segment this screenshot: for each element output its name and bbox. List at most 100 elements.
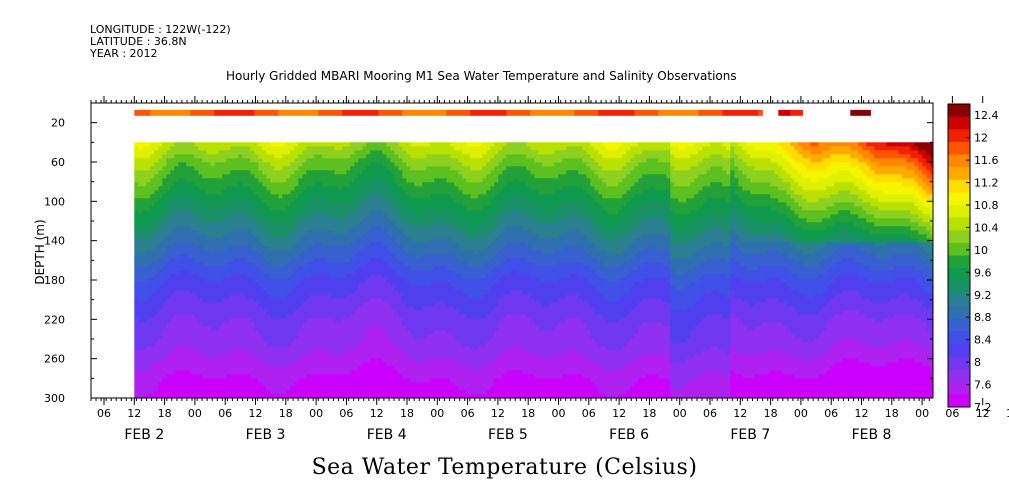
heatmap-cell bbox=[382, 226, 387, 231]
heatmap-cell bbox=[222, 206, 227, 211]
heatmap-cell bbox=[242, 390, 247, 395]
heatmap-cell bbox=[262, 246, 267, 251]
heatmap-cell bbox=[410, 346, 415, 351]
heatmap-cell bbox=[238, 238, 243, 243]
heatmap-cell bbox=[362, 322, 367, 327]
heatmap-cell bbox=[330, 286, 335, 291]
heatmap-cell bbox=[234, 338, 239, 343]
heatmap-cell bbox=[182, 238, 187, 243]
heatmap-cell bbox=[434, 186, 439, 191]
heatmap-cell bbox=[314, 202, 319, 207]
heatmap-cell bbox=[378, 374, 383, 379]
heatmap-cell bbox=[226, 238, 231, 243]
heatmap-cell bbox=[214, 298, 219, 303]
heatmap-cell bbox=[234, 178, 239, 183]
heatmap-cell bbox=[330, 214, 335, 219]
heatmap-cell bbox=[222, 158, 227, 163]
heatmap-cell bbox=[174, 298, 179, 303]
heatmap-cell bbox=[434, 234, 439, 239]
heatmap-cell bbox=[174, 174, 179, 179]
heatmap-cell bbox=[438, 170, 443, 175]
heatmap-cell bbox=[322, 206, 327, 211]
heatmap-cell bbox=[154, 238, 159, 243]
heatmap-cell bbox=[334, 266, 339, 271]
heatmap-cell bbox=[414, 338, 419, 343]
heatmap-cell bbox=[394, 298, 399, 303]
heatmap-cell bbox=[306, 346, 311, 351]
heatmap-cell bbox=[382, 262, 387, 267]
heatmap-cell bbox=[230, 394, 235, 398]
heatmap-cell bbox=[382, 314, 387, 319]
heatmap-cell bbox=[174, 178, 179, 183]
heatmap-cell bbox=[278, 394, 283, 398]
heatmap-cell bbox=[350, 318, 355, 323]
heatmap-cell bbox=[186, 198, 191, 203]
heatmap-cell bbox=[370, 214, 375, 219]
heatmap-cell bbox=[418, 194, 423, 199]
heatmap-cell bbox=[422, 154, 427, 159]
heatmap-cell bbox=[438, 178, 443, 183]
heatmap-cell bbox=[406, 178, 411, 183]
heatmap-cell bbox=[210, 314, 215, 319]
heatmap-cell bbox=[310, 170, 315, 175]
heatmap-cell bbox=[310, 210, 315, 215]
heatmap-cell bbox=[430, 286, 435, 291]
heatmap-cell bbox=[222, 358, 227, 363]
heatmap-cell bbox=[146, 146, 151, 151]
heatmap-cell bbox=[254, 158, 259, 163]
heatmap-cell bbox=[318, 330, 323, 335]
heatmap-cell bbox=[410, 334, 415, 339]
heatmap-cell bbox=[302, 182, 307, 187]
heatmap-cell bbox=[274, 246, 279, 251]
heatmap-cell bbox=[366, 358, 371, 363]
heatmap-cell bbox=[382, 214, 387, 219]
heatmap-cell bbox=[326, 318, 331, 323]
heatmap-cell bbox=[354, 258, 359, 263]
heatmap-cell bbox=[294, 190, 299, 195]
heatmap-cell bbox=[150, 174, 155, 179]
heatmap-cell bbox=[270, 354, 275, 359]
heatmap-cell bbox=[146, 166, 151, 171]
heatmap-cell bbox=[294, 150, 299, 155]
heatmap-cell bbox=[422, 338, 427, 343]
heatmap-cell bbox=[354, 190, 359, 195]
heatmap-cell bbox=[338, 230, 343, 235]
heatmap-cell bbox=[318, 230, 323, 235]
heatmap-cell bbox=[422, 214, 427, 219]
heatmap-cell bbox=[394, 150, 399, 155]
heatmap-cell bbox=[306, 318, 311, 323]
heatmap-cell bbox=[286, 278, 291, 283]
heatmap-cell bbox=[426, 278, 431, 283]
heatmap-cell bbox=[290, 262, 295, 267]
heatmap-cell bbox=[226, 150, 231, 155]
heatmap-cell bbox=[214, 294, 219, 299]
heatmap-cell bbox=[270, 206, 275, 211]
heatmap-cell bbox=[290, 178, 295, 183]
heatmap-cell bbox=[386, 378, 391, 383]
heatmap-cell bbox=[282, 378, 287, 383]
heatmap-cell bbox=[354, 198, 359, 203]
heatmap-cell bbox=[426, 202, 431, 207]
heatmap-cell bbox=[390, 314, 395, 319]
heatmap-cell bbox=[418, 278, 423, 283]
heatmap-cell bbox=[350, 174, 355, 179]
heatmap-cell bbox=[330, 258, 335, 263]
heatmap-cell bbox=[254, 290, 259, 295]
heatmap-cell bbox=[230, 342, 235, 347]
heatmap-cell bbox=[346, 146, 351, 151]
heatmap-cell bbox=[210, 362, 215, 367]
heatmap-cell bbox=[402, 358, 407, 363]
heatmap-cell bbox=[274, 170, 279, 175]
heatmap-cell bbox=[358, 270, 363, 275]
heatmap-cell bbox=[258, 370, 263, 375]
heatmap-cell bbox=[202, 370, 207, 375]
heatmap-cell bbox=[254, 162, 259, 167]
heatmap-cell bbox=[386, 326, 391, 331]
heatmap-cell bbox=[422, 158, 427, 163]
heatmap-cell bbox=[426, 366, 431, 371]
heatmap-cell bbox=[146, 374, 151, 379]
heatmap-cell bbox=[274, 326, 279, 331]
heatmap-cell bbox=[186, 274, 191, 279]
heatmap-cell bbox=[342, 306, 347, 311]
heatmap-cell bbox=[286, 358, 291, 363]
